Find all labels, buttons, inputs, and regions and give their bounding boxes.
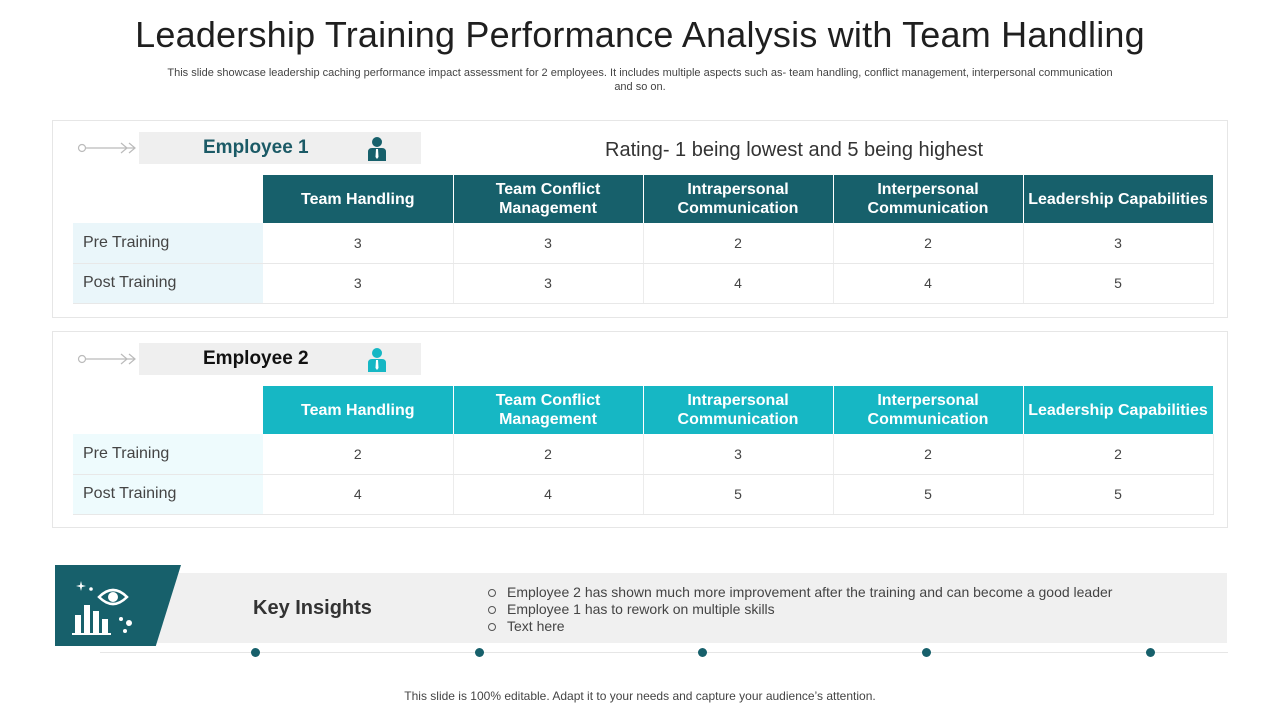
- table-cell: 4: [263, 474, 454, 515]
- insights-bar: [155, 573, 1227, 643]
- header-row: Team Handling Team Conflict Management I…: [73, 386, 1214, 434]
- table-corner: [73, 386, 263, 434]
- timeline-dot: [475, 648, 484, 657]
- page-title: Leadership Training Performance Analysis…: [135, 14, 1145, 55]
- column-header: Leadership Capabilities: [1023, 175, 1214, 223]
- rating-note: Rating- 1 being lowest and 5 being highe…: [605, 139, 984, 161]
- column-header: Team Handling: [263, 175, 454, 223]
- header-row: Team Handling Team Conflict Management I…: [73, 175, 1214, 223]
- table-corner: [73, 175, 263, 223]
- person-icon: [368, 137, 386, 161]
- table-cell: 3: [263, 223, 454, 264]
- table-cell: 2: [833, 434, 1024, 475]
- table-row: Pre Training 2 2 3 2 2: [73, 434, 1214, 475]
- employee-name: Employee 2: [203, 348, 309, 369]
- employee-2-table: Team Handling Team Conflict Management I…: [73, 386, 1214, 515]
- table-cell: 5: [833, 474, 1024, 515]
- table-row: Post Training 3 3 4 4 5: [73, 263, 1214, 304]
- column-header: Interpersonal Communication: [833, 386, 1024, 434]
- table-cell: 2: [453, 434, 644, 475]
- insights-title: Key Insights: [253, 597, 372, 619]
- table-cell: 3: [453, 263, 644, 304]
- table-cell: 3: [1023, 223, 1214, 264]
- employee-2-panel: Employee 2 Team Handling Team Conflict M…: [52, 331, 1228, 528]
- row-label: Post Training: [73, 263, 263, 304]
- column-header: Team Conflict Management: [453, 386, 644, 434]
- footer-note: This slide is 100% editable. Adapt it to…: [404, 689, 876, 703]
- table-row: Post Training 4 4 5 5 5: [73, 474, 1214, 515]
- employee-1-table: Team Handling Team Conflict Management I…: [73, 175, 1214, 304]
- page-subtitle: This slide showcase leadership caching p…: [167, 67, 1113, 93]
- list-item: Employee 1 has to rework on multiple ski…: [487, 601, 1112, 618]
- table-row: Pre Training 3 3 2 2 3: [73, 223, 1214, 264]
- employee-1-panel: Employee 1 Rating- 1 being lowest and 5 …: [52, 120, 1228, 318]
- table-cell: 4: [453, 474, 644, 515]
- table-cell: 3: [643, 434, 834, 475]
- column-header: Team Conflict Management: [453, 175, 644, 223]
- key-insights-section: Key Insights Employee 2 has shown much m…: [55, 565, 1227, 647]
- employee-name: Employee 1: [203, 137, 309, 158]
- arrow-icon: [77, 142, 136, 154]
- timeline-dot: [922, 648, 931, 657]
- timeline-line: [100, 652, 1228, 653]
- table-cell: 3: [453, 223, 644, 264]
- column-header: Intrapersonal Communication: [643, 175, 834, 223]
- arrow-icon: [77, 353, 136, 365]
- list-item: Text here: [487, 618, 1112, 635]
- person-icon: [368, 348, 386, 372]
- insight-chart-eye-icon: [72, 581, 132, 635]
- employee-label: Employee 1: [139, 132, 421, 164]
- table-cell: 5: [1023, 474, 1214, 515]
- row-label: Post Training: [73, 474, 263, 515]
- column-header: Interpersonal Communication: [833, 175, 1024, 223]
- table-cell: 4: [643, 263, 834, 304]
- timeline-dot: [1146, 648, 1155, 657]
- column-header: Leadership Capabilities: [1023, 386, 1214, 434]
- row-label: Pre Training: [73, 434, 263, 475]
- timeline-dot: [698, 648, 707, 657]
- timeline-dot: [251, 648, 260, 657]
- table-cell: 2: [263, 434, 454, 475]
- row-label: Pre Training: [73, 223, 263, 264]
- column-header: Team Handling: [263, 386, 454, 434]
- table-cell: 3: [263, 263, 454, 304]
- employee-label: Employee 2: [139, 343, 421, 375]
- table-cell: 2: [1023, 434, 1214, 475]
- table-cell: 2: [643, 223, 834, 264]
- insights-icon-block: [55, 565, 181, 646]
- list-item: Employee 2 has shown much more improveme…: [487, 584, 1112, 601]
- table-cell: 5: [643, 474, 834, 515]
- table-cell: 5: [1023, 263, 1214, 304]
- table-cell: 4: [833, 263, 1024, 304]
- column-header: Intrapersonal Communication: [643, 386, 834, 434]
- insights-list: Employee 2 has shown much more improveme…: [487, 584, 1112, 635]
- table-cell: 2: [833, 223, 1024, 264]
